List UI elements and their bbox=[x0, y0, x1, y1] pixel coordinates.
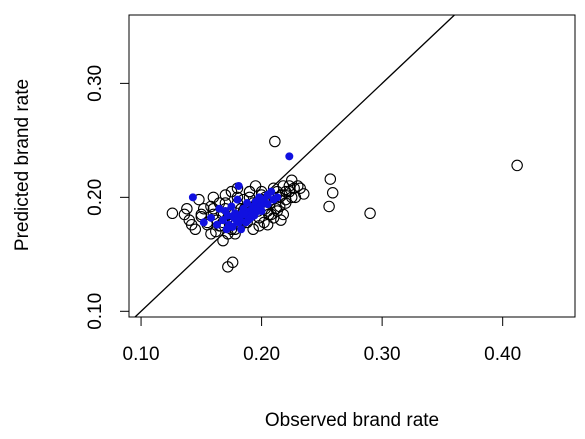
x-axis: 0.10 0.20 0.30 0.40 bbox=[123, 316, 521, 365]
x-tick-label: 0.20 bbox=[243, 344, 280, 365]
open-point bbox=[285, 174, 298, 186]
x-tick-label: 0.40 bbox=[484, 344, 521, 365]
open-point bbox=[225, 185, 238, 198]
filled-point bbox=[219, 216, 228, 225]
y-tick-label: 0.30 bbox=[85, 65, 106, 102]
x-axis-title: Observed brand rate bbox=[265, 410, 439, 431]
filled-point bbox=[228, 222, 237, 231]
open-point bbox=[324, 173, 337, 185]
filled-point bbox=[232, 216, 241, 225]
open-point bbox=[270, 202, 282, 215]
filled-point bbox=[206, 213, 215, 222]
x-tick-label: 0.10 bbox=[123, 344, 160, 365]
identity-line-segment bbox=[134, 14, 455, 318]
filled-point bbox=[227, 202, 236, 211]
filled-point bbox=[267, 187, 276, 196]
open-point bbox=[326, 187, 339, 199]
open-point bbox=[166, 207, 179, 220]
open-point bbox=[249, 180, 262, 192]
y-axis-title: Predicted brand rate bbox=[12, 79, 33, 251]
open-point bbox=[364, 207, 376, 220]
identity-line bbox=[134, 14, 455, 318]
filled-point bbox=[238, 209, 247, 218]
open-point bbox=[298, 188, 310, 200]
open-point bbox=[323, 200, 335, 213]
open-point bbox=[222, 261, 234, 273]
filled-point bbox=[215, 204, 224, 213]
open-point bbox=[292, 180, 304, 192]
filled-point bbox=[263, 200, 272, 209]
open-point bbox=[207, 191, 220, 204]
open-point bbox=[294, 182, 306, 194]
y-tick-label: 0.20 bbox=[85, 179, 106, 216]
filled-point bbox=[233, 195, 242, 204]
filled-point bbox=[234, 181, 243, 190]
filled-point bbox=[273, 193, 282, 202]
open-point bbox=[279, 197, 292, 209]
filled-point bbox=[188, 193, 197, 202]
filled-point bbox=[257, 207, 266, 216]
open-point bbox=[181, 202, 193, 215]
open-point bbox=[243, 185, 256, 198]
open-point bbox=[247, 223, 259, 235]
open-point bbox=[269, 135, 281, 148]
filled-points-layer bbox=[188, 152, 294, 234]
open-point bbox=[511, 159, 523, 172]
plot-frame bbox=[128, 14, 576, 318]
x-tick-label: 0.30 bbox=[364, 344, 401, 365]
open-point bbox=[277, 208, 290, 221]
open-point bbox=[183, 214, 196, 226]
open-point bbox=[195, 208, 208, 221]
open-point bbox=[189, 223, 202, 235]
open-point bbox=[275, 214, 287, 226]
open-point bbox=[217, 234, 229, 247]
filled-point bbox=[222, 225, 231, 234]
open-point bbox=[277, 180, 290, 192]
open-point bbox=[197, 202, 210, 215]
y-tick-label: 0.10 bbox=[85, 293, 106, 330]
open-point bbox=[219, 189, 232, 201]
y-axis: 0.10 0.20 0.30 bbox=[85, 65, 130, 330]
filled-point bbox=[243, 199, 252, 208]
filled-point bbox=[199, 218, 208, 227]
filled-point bbox=[237, 225, 246, 234]
open-points-layer bbox=[166, 135, 523, 273]
filled-point bbox=[212, 220, 221, 229]
filled-point bbox=[285, 152, 294, 161]
open-point bbox=[279, 185, 292, 198]
